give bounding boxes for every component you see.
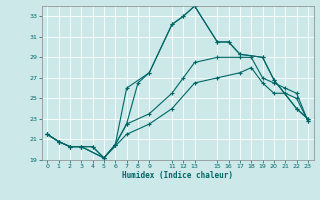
- X-axis label: Humidex (Indice chaleur): Humidex (Indice chaleur): [122, 171, 233, 180]
